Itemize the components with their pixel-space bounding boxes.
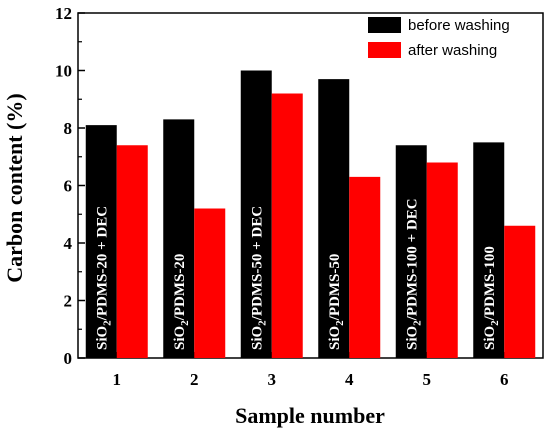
bar-after-washing — [426, 162, 458, 358]
legend-swatch-before-washing — [368, 17, 401, 33]
x-tick-label: 2 — [190, 370, 199, 389]
bar-before-washing — [240, 70, 272, 358]
y-axis-title: Carbon content (%) — [2, 93, 27, 282]
bar-label: SiO2/PDMS-50 — [327, 254, 346, 350]
bar-before-washing — [395, 145, 427, 358]
bar-label: SiO2/PDMS-50 + DEC — [249, 206, 268, 350]
bar-label: SiO2/PDMS-20 — [172, 254, 191, 350]
bar-after-washing — [271, 93, 303, 358]
y-tick-label: 12 — [55, 4, 72, 23]
bar-before-washing — [163, 119, 195, 358]
x-tick-label: 5 — [423, 370, 432, 389]
y-tick-label: 8 — [64, 119, 73, 138]
y-tick-label: 2 — [64, 292, 73, 311]
bar-before-washing — [318, 79, 350, 358]
bar-label: SiO2/PDMS-100 + DEC — [404, 198, 423, 350]
bar-label: SiO2/PDMS-20 + DEC — [94, 206, 113, 350]
bar-after-washing — [116, 145, 148, 358]
x-tick-label: 6 — [500, 370, 509, 389]
y-tick-label: 10 — [55, 62, 72, 81]
y-tick-label: 4 — [64, 234, 73, 253]
bar-before-washing — [85, 125, 117, 358]
x-tick-label: 1 — [113, 370, 122, 389]
legend-label: after washing — [408, 42, 497, 59]
legend-label: before washing — [408, 17, 510, 34]
bar-after-washing — [504, 225, 536, 358]
legend-swatch-after-washing — [368, 42, 401, 58]
plot-area: 0 2 4 6 8 10 12 1 SiO2/PDMS-20 + DEC 2 SiO2/PDMS-2… — [55, 4, 544, 389]
bar-label: SiO2/PDMS-100 — [482, 246, 501, 350]
y-tick-label: 6 — [64, 177, 73, 196]
bar-before-washing — [473, 142, 505, 358]
y-tick-label: 0 — [64, 349, 73, 368]
x-tick-label: 4 — [345, 370, 354, 389]
x-axis-title: Sample number — [235, 403, 385, 428]
bar-after-washing — [194, 208, 226, 358]
bar-after-washing — [349, 176, 381, 358]
x-tick-label: 3 — [268, 370, 277, 389]
